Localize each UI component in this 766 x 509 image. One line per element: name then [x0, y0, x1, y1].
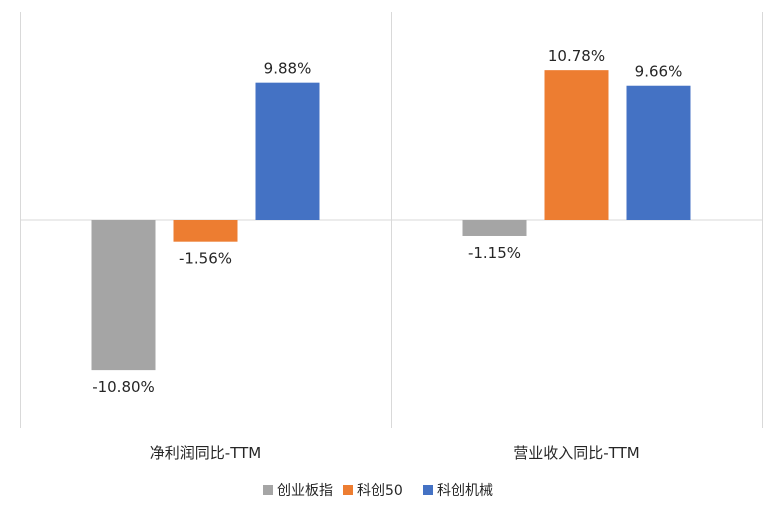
bar	[173, 220, 238, 242]
x-tick-label: 营业收入同比-TTM	[513, 444, 639, 462]
value-labels-group: -10.80% -1.56% 9.88% -1.15% 10.78% 9.66%	[92, 47, 682, 396]
legend-swatch	[343, 485, 353, 495]
data-label: -10.80%	[92, 378, 155, 396]
data-label: 9.66%	[635, 63, 683, 81]
data-label: -1.56%	[179, 250, 232, 268]
legend-item: 创业板指	[263, 483, 333, 499]
legend-item: 科创50	[343, 483, 403, 499]
x-tick-label: 净利润同比-TTM	[150, 444, 261, 462]
data-label: 9.88%	[264, 60, 312, 78]
legend-swatch	[423, 485, 433, 495]
data-label: -1.15%	[468, 244, 521, 262]
bar	[626, 85, 691, 220]
data-label: 10.78%	[548, 47, 605, 65]
bars-group	[91, 70, 691, 371]
bar	[91, 220, 156, 371]
legend: 创业板指 科创50 科创机械	[263, 483, 493, 499]
legend-swatch	[263, 485, 273, 495]
bar	[462, 220, 527, 236]
legend-label: 创业板指	[277, 483, 333, 499]
legend-label: 科创50	[357, 483, 403, 499]
category-labels-group: 净利润同比-TTM 营业收入同比-TTM	[150, 444, 640, 462]
bar	[255, 82, 320, 220]
legend-label: 科创机械	[437, 483, 493, 499]
legend-item: 科创机械	[423, 483, 493, 499]
bar	[544, 70, 609, 221]
